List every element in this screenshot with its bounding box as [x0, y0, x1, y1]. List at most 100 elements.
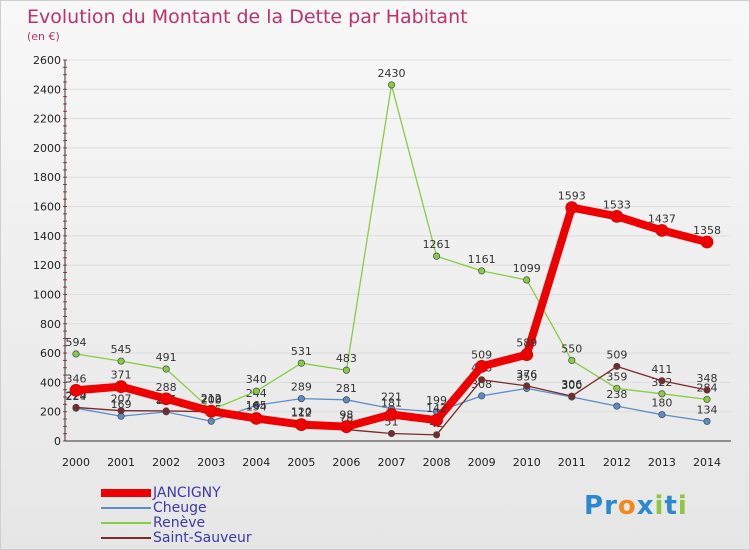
- data-label-ren-ve: 359: [606, 370, 627, 383]
- y-tick-label: 1800: [33, 171, 61, 184]
- data-point-jancigny: [520, 348, 534, 362]
- y-tick-label: 800: [40, 318, 61, 331]
- data-label-cheuge: 199: [426, 394, 447, 407]
- data-point-cheuge: [478, 392, 486, 400]
- data-label-jancigny: 371: [111, 369, 132, 382]
- logo-letter: i: [654, 491, 665, 521]
- data-label-ren-ve: 491: [156, 351, 177, 364]
- data-point-jancigny: [340, 420, 353, 433]
- x-tick-label: 2014: [693, 456, 721, 469]
- data-label-cheuge: 221: [381, 391, 402, 404]
- data-point-jancigny: [475, 360, 488, 373]
- x-tick-label: 2003: [197, 456, 225, 469]
- data-label-ren-ve: 1099: [513, 262, 541, 275]
- legend-label-saint-sauveur: Saint-Sauveur: [153, 530, 252, 546]
- data-point-saint-sauveur: [387, 429, 396, 438]
- x-tick-label: 2012: [603, 456, 631, 469]
- data-label-ren-ve: 212: [201, 392, 222, 405]
- chart-subtitle: (en €): [27, 30, 60, 43]
- data-label-ren-ve: 1161: [468, 253, 496, 266]
- x-tick-label: 2007: [378, 456, 406, 469]
- data-label-saint-sauveur: 306: [561, 378, 582, 391]
- data-label-saint-sauveur: 200: [201, 394, 222, 407]
- data-label-jancigny: 1533: [603, 198, 631, 211]
- data-point-ren-ve: [523, 276, 531, 284]
- y-tick-label: 600: [40, 347, 61, 360]
- data-point-saint-sauveur: [72, 403, 80, 411]
- y-tick-label: 2200: [33, 113, 61, 126]
- y-tick-label: 2400: [33, 83, 61, 96]
- logo-letter: P: [584, 491, 605, 521]
- data-label-jancigny: 509: [471, 348, 492, 361]
- data-point-saint-sauveur: [703, 386, 711, 394]
- data-point-saint-sauveur: [162, 407, 170, 415]
- data-point-saint-sauveur: [117, 407, 125, 415]
- data-label-jancigny: 154: [246, 400, 267, 413]
- logo-letter: t: [664, 491, 678, 521]
- y-tick-label: 1600: [33, 201, 61, 214]
- data-label-jancigny: 98: [339, 409, 353, 422]
- y-tick-label: 400: [40, 376, 61, 389]
- data-label-ren-ve: 2430: [378, 67, 406, 80]
- data-label-ren-ve: 483: [336, 352, 357, 365]
- y-tick-label: 1000: [33, 288, 61, 301]
- data-point-ren-ve: [297, 359, 305, 367]
- data-label-cheuge: 281: [336, 382, 357, 395]
- data-point-jancigny: [204, 404, 218, 418]
- data-label-cheuge: 134: [697, 403, 718, 416]
- data-point-saint-sauveur: [613, 362, 621, 370]
- x-tick-label: 2004: [242, 456, 270, 469]
- legend-label-cheuge: Cheuge: [153, 500, 207, 516]
- data-label-jancigny: 288: [156, 381, 177, 394]
- data-label-saint-sauveur: 165: [246, 399, 267, 412]
- data-label-jancigny: 181: [381, 396, 402, 409]
- data-label-jancigny: 346: [66, 372, 87, 385]
- data-label-saint-sauveur: 509: [606, 348, 627, 361]
- data-label-cheuge: 238: [606, 388, 627, 401]
- data-label-jancigny: 1437: [648, 212, 676, 225]
- data-point-saint-sauveur: [568, 392, 576, 400]
- data-label-cheuge: 169: [111, 398, 132, 411]
- data-point-ren-ve: [342, 366, 350, 374]
- data-point-jancigny: [385, 408, 398, 421]
- data-point-ren-ve: [613, 384, 621, 392]
- y-tick-label: 2000: [33, 142, 61, 155]
- data-point-cheuge: [613, 402, 621, 410]
- data-point-ren-ve: [162, 365, 170, 373]
- data-point-cheuge: [658, 411, 666, 419]
- data-point-ren-ve: [387, 81, 396, 89]
- data-label-cheuge: 300: [561, 379, 582, 392]
- data-point-ren-ve: [703, 395, 711, 403]
- data-point-ren-ve: [478, 267, 486, 275]
- y-tick-label: 200: [40, 406, 61, 419]
- data-point-ren-ve: [568, 356, 576, 364]
- data-point-cheuge: [703, 417, 711, 425]
- data-label-jancigny: 589: [516, 337, 537, 350]
- data-label-saint-sauveur: 78: [339, 412, 353, 425]
- data-label-jancigny: 1358: [693, 224, 721, 237]
- data-label-ren-ve: 340: [246, 373, 267, 386]
- logo-letter: i: [677, 491, 688, 521]
- data-point-cheuge: [297, 395, 305, 403]
- data-point-jancigny: [295, 418, 308, 431]
- data-label-jancigny: 203: [201, 393, 222, 406]
- data-point-saint-sauveur: [433, 431, 441, 439]
- data-point-jancigny: [610, 210, 624, 223]
- data-point-ren-ve: [433, 252, 441, 260]
- data-point-jancigny: [430, 413, 443, 427]
- data-point-cheuge: [342, 396, 350, 404]
- data-point-cheuge: [252, 401, 260, 409]
- x-tick-label: 2000: [62, 456, 90, 469]
- legend-label-jancigny: JANCIGNY: [153, 485, 221, 501]
- data-label-ren-ve: 545: [111, 343, 132, 356]
- x-tick-label: 2013: [648, 456, 676, 469]
- data-point-jancigny: [69, 383, 83, 397]
- data-point-saint-sauveur: [478, 376, 486, 384]
- data-label-cheuge: 180: [651, 397, 672, 410]
- y-tick-label: 0: [54, 435, 61, 448]
- data-point-ren-ve: [72, 350, 80, 358]
- data-point-saint-sauveur: [658, 377, 666, 385]
- x-tick-label: 2002: [152, 456, 180, 469]
